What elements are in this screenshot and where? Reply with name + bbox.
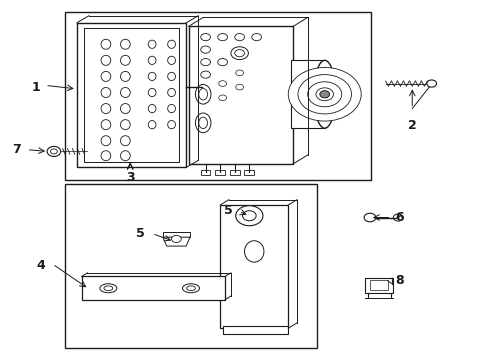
Ellipse shape	[120, 120, 130, 130]
Ellipse shape	[182, 284, 199, 293]
Text: 6: 6	[394, 211, 403, 224]
Bar	[64, 12, 370, 180]
Ellipse shape	[120, 136, 130, 146]
Ellipse shape	[100, 284, 117, 293]
Ellipse shape	[101, 136, 111, 146]
Bar	[222, 327, 287, 334]
Ellipse shape	[104, 286, 113, 291]
Bar	[365, 278, 392, 293]
Ellipse shape	[101, 71, 111, 81]
Text: 7: 7	[12, 143, 21, 156]
Ellipse shape	[148, 121, 156, 129]
Circle shape	[319, 91, 329, 98]
Ellipse shape	[148, 56, 156, 64]
Circle shape	[234, 50, 244, 57]
Bar	[81, 276, 224, 300]
Circle shape	[201, 46, 210, 53]
Bar	[220, 205, 287, 328]
Bar	[201, 83, 212, 91]
Ellipse shape	[199, 89, 207, 100]
Ellipse shape	[244, 241, 264, 262]
Circle shape	[234, 33, 244, 41]
Circle shape	[242, 211, 256, 221]
Circle shape	[50, 149, 57, 154]
Ellipse shape	[120, 55, 130, 65]
Ellipse shape	[313, 60, 335, 128]
Circle shape	[287, 67, 361, 121]
Ellipse shape	[101, 87, 111, 98]
Circle shape	[315, 88, 333, 101]
Circle shape	[235, 84, 243, 90]
Ellipse shape	[120, 39, 130, 49]
Circle shape	[201, 59, 210, 66]
Bar	[163, 232, 190, 237]
Circle shape	[426, 80, 436, 87]
Circle shape	[230, 47, 248, 60]
Text: 1: 1	[31, 81, 40, 94]
Bar	[215, 170, 224, 175]
Text: 2: 2	[407, 119, 416, 132]
Circle shape	[297, 75, 351, 114]
Text: 8: 8	[394, 274, 403, 287]
Circle shape	[217, 33, 227, 41]
Circle shape	[217, 59, 227, 66]
Circle shape	[201, 71, 210, 78]
Ellipse shape	[120, 71, 130, 81]
Circle shape	[307, 82, 341, 107]
Ellipse shape	[120, 87, 130, 98]
Bar	[369, 280, 387, 290]
Ellipse shape	[195, 85, 210, 104]
Text: 4: 4	[36, 259, 45, 272]
Ellipse shape	[101, 55, 111, 65]
Ellipse shape	[167, 72, 175, 81]
Ellipse shape	[120, 151, 130, 161]
Ellipse shape	[148, 104, 156, 113]
Ellipse shape	[167, 104, 175, 113]
Ellipse shape	[120, 104, 130, 113]
Circle shape	[201, 33, 210, 41]
Text: 5: 5	[223, 204, 232, 217]
Ellipse shape	[199, 117, 207, 129]
Bar	[84, 28, 179, 162]
Bar	[229, 170, 239, 175]
Circle shape	[218, 95, 226, 101]
Ellipse shape	[167, 121, 175, 129]
Ellipse shape	[101, 104, 111, 113]
Ellipse shape	[101, 39, 111, 49]
Ellipse shape	[167, 56, 175, 64]
Ellipse shape	[186, 286, 195, 291]
Text: 3: 3	[126, 171, 134, 184]
Circle shape	[171, 235, 181, 243]
Bar	[244, 170, 254, 175]
Bar	[77, 23, 186, 167]
Circle shape	[218, 81, 226, 86]
Ellipse shape	[101, 120, 111, 130]
Ellipse shape	[195, 113, 210, 133]
Circle shape	[364, 213, 375, 222]
Ellipse shape	[167, 88, 175, 96]
Bar	[188, 26, 292, 164]
Ellipse shape	[148, 72, 156, 81]
Bar	[201, 170, 210, 175]
Ellipse shape	[148, 88, 156, 96]
Circle shape	[235, 206, 263, 226]
Ellipse shape	[148, 40, 156, 48]
Circle shape	[47, 147, 61, 157]
Ellipse shape	[101, 151, 111, 161]
Bar	[290, 60, 324, 128]
Text: 5: 5	[136, 227, 144, 240]
Ellipse shape	[167, 40, 175, 48]
Circle shape	[392, 214, 402, 221]
Circle shape	[251, 33, 261, 41]
Circle shape	[235, 70, 243, 76]
Bar	[64, 184, 317, 348]
Polygon shape	[163, 237, 190, 246]
